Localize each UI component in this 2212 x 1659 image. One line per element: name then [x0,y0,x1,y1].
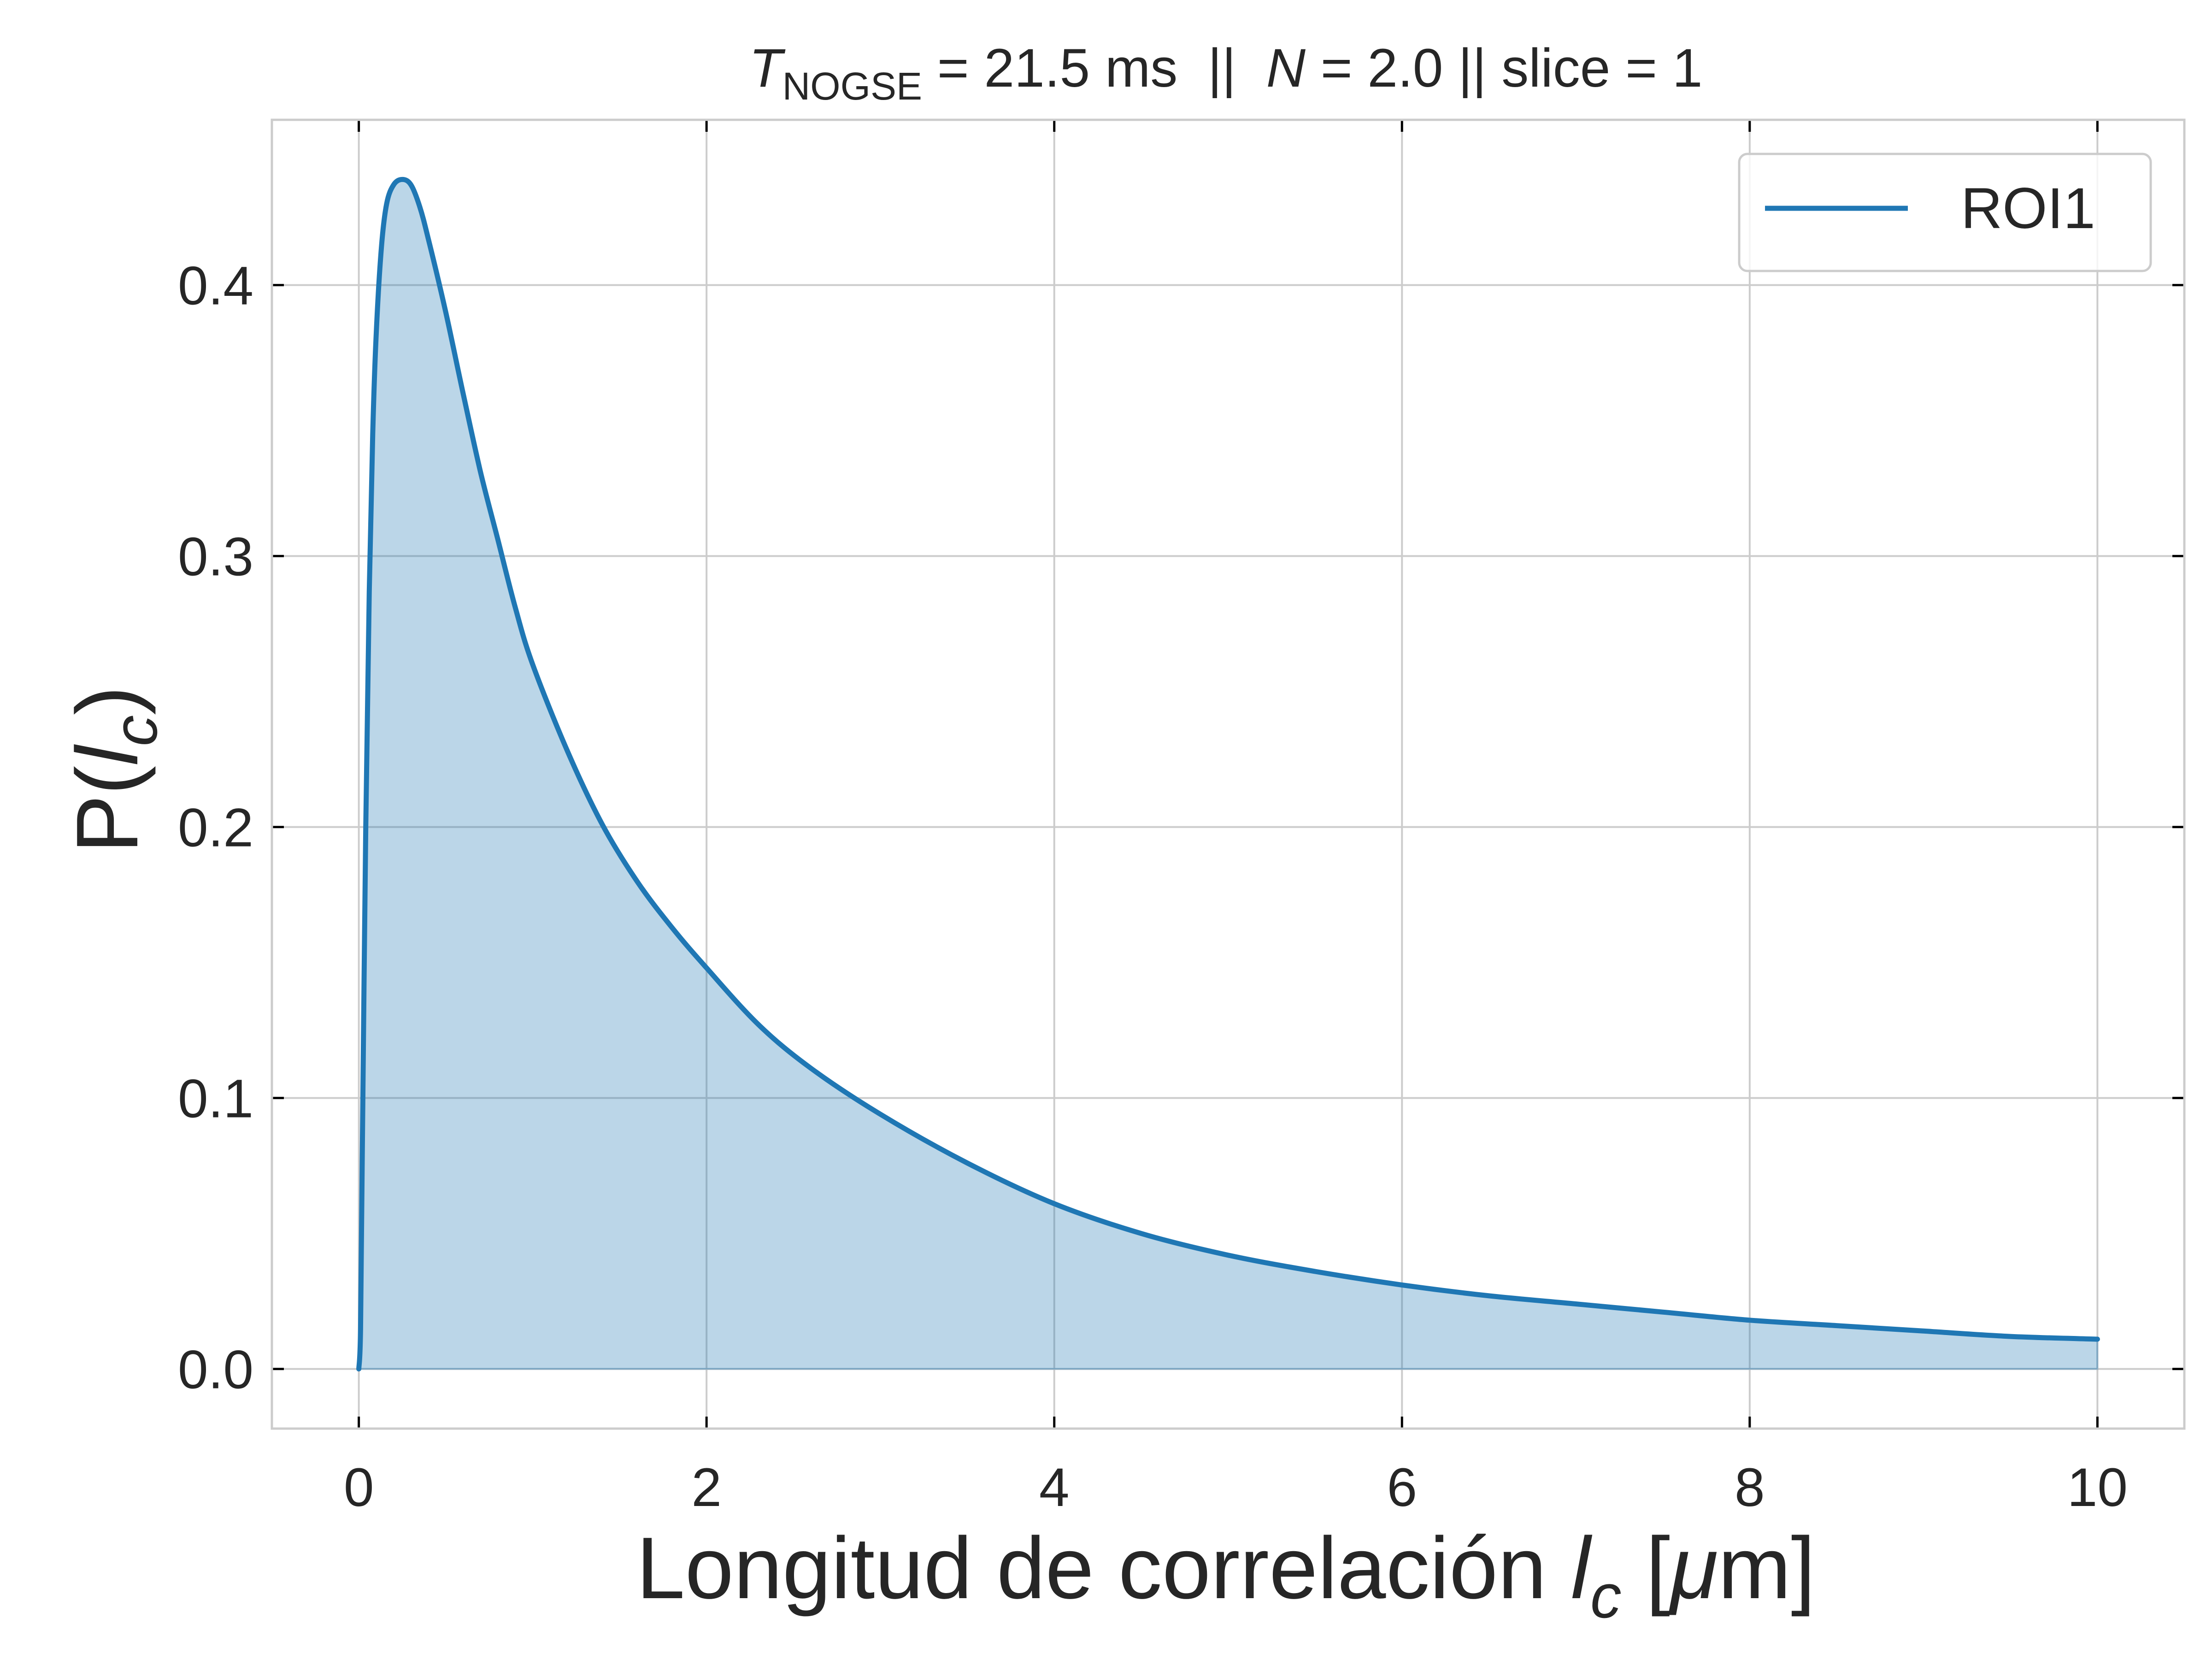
title-t-subscript: NOGSE [782,65,922,108]
x-tick-label: 2 [691,1457,722,1518]
legend: ROI1 [1738,153,2152,272]
title-n-symbol: N [1266,38,1306,99]
x-tick-label: 8 [1735,1457,1765,1518]
y-tick-label: 0.1 [178,1069,253,1130]
y-tick-label: 0.0 [178,1340,253,1400]
xlabel-prefix: Longitud de correlación [636,1519,1571,1617]
ylabel-suffix: ) [59,686,156,715]
ylabel-subscript: c [100,715,170,747]
x-tick-label: 4 [1039,1457,1070,1518]
xlabel-subscript: c [1590,1561,1622,1631]
x-tick-labels: 0 2 4 6 8 10 [344,1457,2128,1518]
legend-box [1738,153,2152,272]
y-axis-label: P(lc) [59,686,170,853]
xlabel-unit-open: [ [1622,1519,1671,1617]
title-n-value: = 2.0 || slice = 1 [1306,38,1703,99]
x-axis-label: Longitud de correlación lc [μm] [636,1519,1815,1631]
legend-label-roi1: ROI1 [1961,176,2095,241]
y-tick-label: 0.3 [178,527,253,588]
y-tick-label: 0.4 [178,256,253,317]
xlabel-symbol: l [1571,1519,1593,1617]
tick-marks [272,120,2184,1429]
x-tick-label: 0 [344,1457,374,1518]
title-t-value: = 21.5 ms || [922,38,1266,99]
xlabel-unit-mu: μ [1668,1519,1718,1617]
xlabel-unit-close: m] [1718,1519,1815,1617]
plot-frame [271,118,2186,1430]
series-line-layer [356,176,2100,1372]
title-t-symbol: T [749,38,786,99]
chart-title: TNOGSE = 21.5 ms || N = 2.0 || slice = 1 [749,38,1703,108]
ylabel-prefix: P( [59,766,156,853]
x-tick-label: 6 [1387,1457,1417,1518]
series-line-roi1 [356,176,2100,1372]
ylabel-symbol: l [59,744,156,766]
y-tick-labels: 0.0 0.1 0.2 0.3 0.4 [178,256,253,1400]
x-tick-label: 10 [2067,1457,2128,1518]
y-tick-label: 0.2 [178,798,253,859]
grid [272,120,2184,1429]
